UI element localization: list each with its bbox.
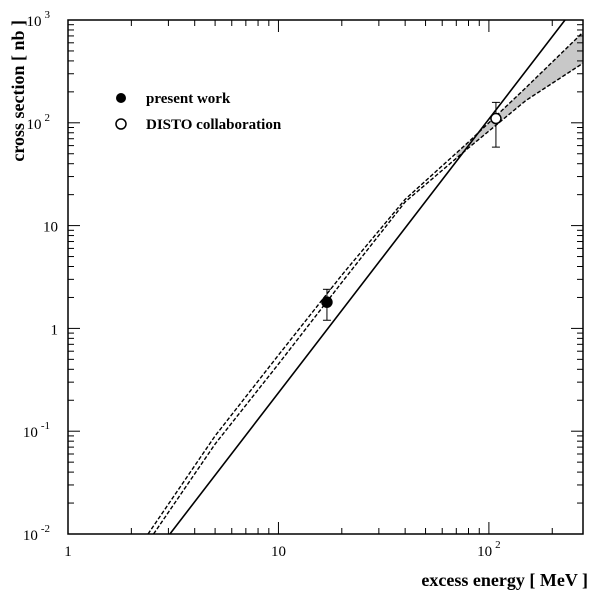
y-tick-label: 10	[43, 220, 58, 236]
dashed-upper-curve	[147, 31, 583, 534]
dashed-lower-curve	[152, 62, 583, 534]
plot-frame	[67, 19, 584, 535]
y-tick-label: 10 -2	[23, 523, 50, 544]
y-tick-label: 10 3	[27, 9, 51, 30]
x-tick-label: 10 2	[477, 539, 501, 560]
legend-marker-present-work	[116, 93, 126, 103]
solid-curve	[169, 20, 566, 534]
data-point-disto	[490, 112, 502, 125]
x-tick-label: 10	[271, 544, 286, 560]
y-tick-label: 1	[51, 322, 59, 338]
y-axis-label: cross section [ nb ]	[8, 20, 28, 162]
data-point-layer	[321, 101, 502, 321]
data-point-present-work	[321, 296, 333, 308]
legend-marker-disto-collaboration	[115, 118, 127, 130]
legend-label-present-work: present work	[146, 91, 231, 107]
curve-layer	[147, 20, 583, 534]
legend: present work DISTO collaboration	[115, 91, 282, 133]
y-tick-label: 10 -1	[23, 420, 50, 441]
x-tick-label: 1	[64, 544, 72, 560]
y-tick-label: 10 2	[27, 112, 51, 133]
x-axis-label: excess energy [ MeV ]	[421, 570, 588, 590]
legend-label-disto-collaboration: DISTO collaboration	[146, 117, 282, 133]
